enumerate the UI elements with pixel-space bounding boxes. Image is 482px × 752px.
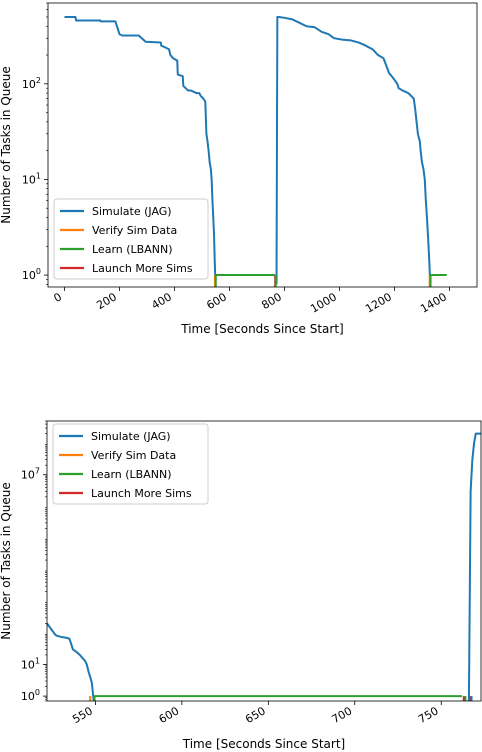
legend-label-verify-sim-data: Verify Sim Data	[91, 449, 176, 462]
x-tick-label: 750	[416, 704, 441, 726]
y-tick-label: 101	[21, 656, 40, 671]
x-tick-label: 400	[149, 290, 174, 312]
legend-label-verify-sim-data: Verify Sim Data	[92, 224, 177, 237]
legend-label-simulate-jag: Simulate (JAG)	[91, 430, 171, 443]
x-tick-label: 1000	[308, 290, 339, 315]
x-axis-label: Time [Seconds Since Start]	[180, 322, 343, 336]
y-tick-label: 100	[21, 688, 40, 703]
x-tick-label: 550	[70, 704, 95, 726]
x-tick-label: 1400	[418, 290, 449, 315]
x-axis-label: Time [Seconds Since Start]	[182, 737, 345, 751]
x-tick-label: 600	[157, 704, 182, 726]
x-tick-label: 1200	[363, 290, 394, 315]
top-chart: 0 200 400 600 800 1000 1200 1400 100 101 102 Time […	[0, 2, 478, 336]
legend-label-launch-more-sims: Launch More Sims	[92, 262, 193, 275]
series-line-simulate-jag-1	[275, 15, 432, 285]
series-line-simulate-jag-1	[467, 432, 481, 701]
y-tick-label: 102	[22, 76, 41, 91]
plot-area	[64, 15, 447, 287]
y-axis-label: Number of Tasks in Queue	[0, 66, 13, 224]
axes-frame	[47, 2, 478, 288]
legend-label-simulate-jag: Simulate (JAG)	[92, 205, 172, 218]
x-tick-label: 700	[330, 704, 355, 726]
axes-frame	[46, 420, 482, 702]
legend: Simulate (JAG) Verify Sim Data Learn (LBAN…	[52, 423, 209, 505]
x-tick-label: 200	[94, 290, 119, 312]
plot-area	[47, 432, 481, 701]
legend-box	[53, 198, 209, 280]
x-tick-label: 600	[204, 290, 229, 312]
legend: Simulate (JAG) Verify Sim Data Learn (LBAN…	[53, 198, 209, 280]
legend-label-launch-more-sims: Launch More Sims	[91, 487, 192, 500]
bottom-chart: 550 600 650 700 750 100 101 107 Time [Seconds Si…	[0, 420, 482, 751]
legend-label-learn-lbann: Learn (LBANN)	[92, 243, 172, 256]
legend-box	[52, 423, 209, 505]
x-tick-label: 0	[51, 290, 64, 305]
x-tick-label: 800	[259, 290, 284, 312]
y-axis-label: Number of Tasks in Queue	[0, 482, 13, 640]
legend-label-learn-lbann: Learn (LBANN)	[91, 468, 171, 481]
y-tick-label: 107	[21, 467, 40, 482]
y-tick-label: 100	[22, 267, 41, 282]
series-line-simulate-jag-0	[47, 622, 95, 701]
y-tick-label: 101	[22, 171, 41, 186]
series-line-simulate-jag-0	[64, 15, 217, 285]
x-tick-label: 650	[243, 704, 268, 726]
